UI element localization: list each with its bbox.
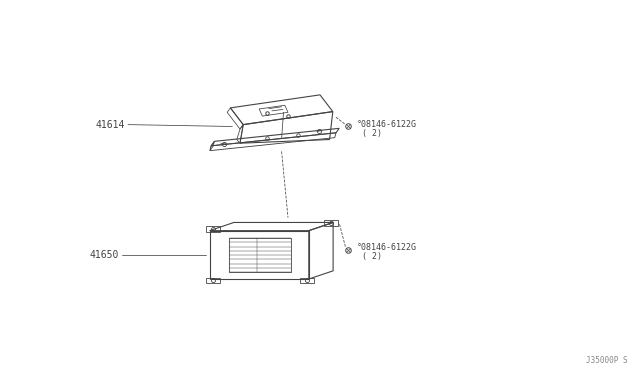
Text: 41614: 41614 [95, 120, 125, 129]
Text: °08146-6122G: °08146-6122G [356, 243, 417, 252]
Text: ( 2): ( 2) [362, 129, 381, 138]
Text: ( 2): ( 2) [362, 252, 381, 261]
Text: J35000P S: J35000P S [586, 356, 627, 365]
Text: °08146-6122G: °08146-6122G [356, 120, 417, 129]
Text: 41650: 41650 [89, 250, 118, 260]
